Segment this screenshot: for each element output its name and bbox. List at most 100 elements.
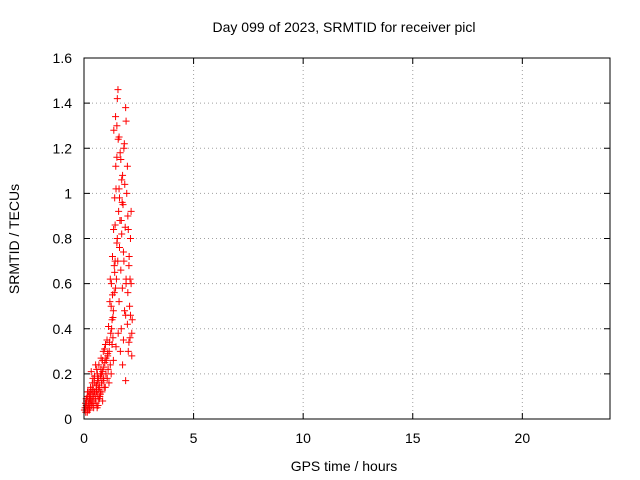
data-point	[106, 361, 114, 369]
data-point	[116, 216, 124, 224]
data-point	[104, 350, 112, 358]
data-point	[114, 257, 122, 265]
data-point	[122, 377, 130, 385]
data-point	[119, 336, 127, 344]
data-point	[117, 325, 125, 333]
y-tick-label: 1	[64, 185, 72, 201]
data-point	[84, 406, 92, 414]
data-point	[124, 347, 132, 355]
data-point	[100, 363, 108, 371]
data-point	[124, 225, 132, 233]
y-tick-label: 1.6	[53, 50, 73, 66]
data-point	[120, 257, 128, 265]
data-point	[123, 189, 131, 197]
data-point	[107, 370, 115, 378]
chart-title: Day 099 of 2023, SRMTID for receiver pic…	[213, 19, 476, 35]
data-point	[101, 383, 109, 391]
data-point	[112, 113, 120, 121]
data-point	[90, 404, 98, 412]
data-point	[113, 122, 121, 130]
data-point	[110, 225, 118, 233]
data-point	[122, 117, 130, 125]
data-point	[112, 284, 120, 292]
data-point	[116, 244, 124, 252]
data-point	[125, 338, 133, 346]
data-point	[126, 302, 134, 310]
data-point	[122, 104, 130, 112]
data-point	[110, 262, 118, 270]
data-point	[106, 275, 114, 283]
data-point	[126, 235, 134, 242]
data-point	[109, 356, 117, 364]
data-point	[128, 352, 136, 360]
x-tick-label: 15	[405, 430, 421, 446]
data-point	[112, 185, 120, 193]
data-point	[116, 347, 124, 355]
data-point	[101, 345, 109, 353]
data-point	[125, 253, 133, 261]
data-point	[107, 280, 115, 288]
data-point	[112, 275, 120, 283]
data-point	[124, 289, 132, 297]
data-point	[82, 399, 90, 407]
data-point	[128, 316, 136, 324]
data-point	[113, 95, 121, 103]
data-point	[120, 140, 128, 148]
data-point	[93, 381, 101, 389]
data-point	[91, 388, 99, 396]
data-point	[108, 316, 116, 324]
data-point	[85, 401, 93, 409]
data-point	[121, 180, 129, 188]
x-tick-label: 10	[295, 430, 311, 446]
data-point	[108, 291, 116, 299]
data-point	[87, 397, 95, 405]
data-point	[107, 302, 115, 310]
data-point	[108, 253, 116, 261]
data-point	[122, 280, 130, 288]
x-tick-label: 0	[80, 430, 88, 446]
data-point	[116, 194, 124, 202]
data-point	[109, 307, 117, 315]
data-point	[102, 354, 110, 362]
data-point	[105, 338, 113, 346]
y-tick-label: 0	[64, 411, 72, 427]
data-point	[119, 248, 127, 256]
data-point	[123, 162, 131, 170]
data-point	[90, 392, 98, 400]
data-point	[119, 361, 127, 369]
data-point	[114, 135, 122, 143]
data-point	[112, 162, 120, 170]
data-point	[111, 221, 119, 229]
data-point	[112, 343, 120, 351]
data-point	[98, 356, 106, 364]
data-point	[115, 207, 123, 215]
x-axis-label: GPS time / hours	[291, 458, 398, 474]
data-point	[114, 329, 122, 337]
data-point	[127, 207, 135, 215]
data-point	[118, 198, 126, 206]
data-point	[103, 374, 111, 382]
data-point	[109, 334, 117, 342]
y-tick-label: 0.6	[53, 276, 73, 292]
data-point	[95, 374, 103, 382]
data-point	[114, 86, 122, 94]
grid-lines	[84, 58, 610, 419]
data-point	[113, 239, 121, 247]
data-point	[107, 329, 115, 337]
data-point	[117, 156, 125, 164]
data-point	[104, 365, 112, 373]
data-point	[87, 368, 95, 376]
data-point	[99, 377, 107, 385]
data-point	[117, 266, 125, 274]
data-point	[119, 171, 127, 179]
x-axis-ticks: 0 5 10 15 20	[80, 58, 530, 446]
data-point	[126, 275, 134, 283]
y-tick-label: 0.8	[53, 231, 73, 247]
data-points	[80, 86, 136, 416]
data-point	[105, 379, 113, 387]
y-tick-label: 0.4	[53, 321, 73, 337]
data-point	[124, 212, 132, 220]
data-point	[84, 388, 92, 396]
